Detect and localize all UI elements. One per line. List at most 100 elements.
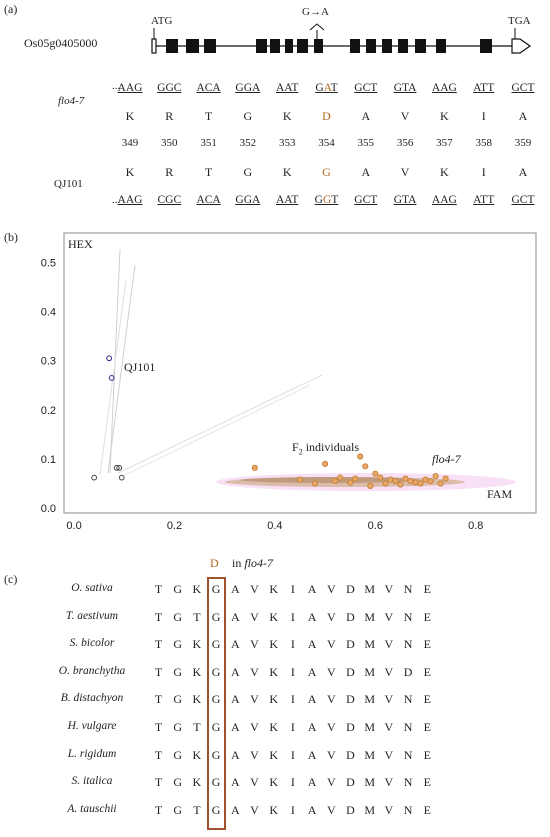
alignment-residue: V bbox=[250, 692, 259, 707]
alignment-residue: A bbox=[230, 775, 240, 790]
alignment-residue: D bbox=[346, 720, 355, 734]
alignment-residue: T bbox=[154, 720, 163, 734]
alignment-residue: A bbox=[230, 609, 240, 624]
exon-11 bbox=[382, 39, 392, 53]
qj101-point bbox=[106, 355, 113, 362]
flo4-7-point bbox=[427, 477, 434, 485]
genotyping-scatter-plot: 0.0 0.2 0.4 0.6 0.8 0.0 0.1 0.2 0.3 0.4 0.5 bbox=[41, 232, 537, 532]
alignment-residue: N bbox=[403, 692, 413, 707]
alignment-residue: T bbox=[154, 775, 163, 790]
species-name: A. tauschii bbox=[67, 802, 117, 815]
mutant-aa: A bbox=[361, 109, 371, 123]
species-name: H. vulgare bbox=[67, 720, 117, 732]
alignment-residue: M bbox=[364, 775, 376, 790]
alignment-residue: G bbox=[211, 582, 221, 596]
alignment-residue: E bbox=[423, 664, 431, 679]
f2-individuals-label: F2 individuals bbox=[292, 440, 359, 456]
alignment-residue: G bbox=[173, 692, 183, 707]
flo4-7-point bbox=[367, 482, 374, 490]
alignment-residue: K bbox=[269, 664, 279, 679]
flo4-7-point bbox=[432, 473, 439, 480]
stop-codon-label: TGA bbox=[508, 15, 531, 27]
exon-4 bbox=[256, 39, 267, 53]
f2-label-rest: individuals bbox=[302, 440, 360, 454]
wt-codon: ACA bbox=[196, 194, 221, 206]
alignment-residue: A bbox=[307, 775, 317, 790]
alignment-residue: M bbox=[364, 664, 376, 679]
y-tick-label: 0.0 bbox=[41, 503, 56, 515]
alignment-residue: V bbox=[384, 582, 394, 596]
alignment-residue: G bbox=[211, 720, 221, 734]
mutant-codon: AAG bbox=[431, 82, 457, 94]
alignment-residue: G bbox=[211, 609, 221, 624]
wt-codon: GCT bbox=[511, 194, 535, 206]
flo4-7-point bbox=[392, 477, 399, 485]
wt-codon: GCT bbox=[354, 194, 378, 206]
species-name: S. italica bbox=[71, 775, 113, 788]
residue-position: 358 bbox=[475, 137, 492, 149]
alignment-residue: D bbox=[346, 664, 355, 679]
alignment-residue: V bbox=[326, 609, 336, 624]
alignment-residue: V bbox=[384, 637, 394, 652]
flo4-7-point bbox=[337, 474, 344, 481]
residue-position: 352 bbox=[239, 137, 257, 149]
alignment-residue: E bbox=[423, 802, 431, 817]
alignment-residue: I bbox=[290, 692, 295, 707]
alignment-residue: V bbox=[326, 637, 336, 652]
exon-15 bbox=[480, 39, 492, 53]
exon-2 bbox=[186, 39, 199, 53]
alignment-residue: G bbox=[211, 692, 221, 707]
alignment-residue: K bbox=[192, 664, 202, 679]
alignment-residue: T bbox=[154, 609, 163, 624]
wt-codon: AAG bbox=[431, 194, 457, 206]
panel-b-label: (b) bbox=[4, 230, 18, 244]
flo4-7-point bbox=[417, 480, 424, 487]
mutation-caret bbox=[309, 23, 325, 31]
wt-aa: A bbox=[361, 165, 371, 179]
utr5-box bbox=[151, 38, 157, 54]
mutant-aa: R bbox=[165, 109, 174, 123]
wt-codon: AAG bbox=[117, 194, 143, 206]
alignment-residue: V bbox=[384, 609, 394, 624]
alignment-residue: K bbox=[192, 775, 202, 790]
alignment-residue: I bbox=[290, 802, 295, 817]
ellipsis-bottom: ... bbox=[112, 194, 121, 206]
alignment-residue: K bbox=[269, 582, 279, 596]
gene-structure-diagram bbox=[151, 23, 532, 54]
mutant-codon: GAT bbox=[307, 82, 347, 94]
alignment-residue: M bbox=[364, 747, 376, 762]
wt-codon: GGA bbox=[235, 194, 261, 206]
x-tick-label: 0.0 bbox=[66, 520, 81, 532]
flo4-7-point bbox=[332, 477, 339, 485]
alignment-residue: I bbox=[290, 609, 295, 624]
flo4-7-point bbox=[347, 479, 354, 486]
alignment-residue: K bbox=[192, 637, 202, 652]
wt-codon: AAT bbox=[276, 194, 299, 206]
alignment-residue: V bbox=[250, 775, 259, 790]
wt-codon: GTA bbox=[393, 194, 417, 206]
flo4-7-point bbox=[422, 476, 429, 483]
alignment-residue: V bbox=[326, 747, 336, 762]
residue-position: 351 bbox=[200, 137, 217, 149]
flo4-7-point bbox=[387, 476, 394, 483]
wt-aa: A bbox=[518, 165, 528, 179]
qj101-point bbox=[108, 375, 115, 381]
mutant-codon: GCT bbox=[354, 82, 378, 94]
mutant-name-c: flo4-7 bbox=[244, 556, 274, 570]
alignment-residue: G bbox=[173, 637, 183, 652]
species-name: O. branchytha bbox=[58, 664, 126, 677]
alignment-residue: V bbox=[384, 692, 394, 707]
residue-position: 355 bbox=[357, 137, 375, 149]
panel-a-label: (a) bbox=[4, 2, 18, 16]
mutant-codon-prefix: G bbox=[315, 82, 324, 94]
alignment-residue: A bbox=[230, 637, 240, 652]
wt-aa: R bbox=[165, 165, 174, 179]
alignment-residue: A bbox=[230, 664, 240, 679]
alignment-residue: V bbox=[384, 775, 394, 790]
y-tick-label: 0.2 bbox=[41, 405, 56, 417]
flo4-7-point bbox=[251, 464, 258, 471]
mutant-aa: V bbox=[400, 109, 410, 123]
alignment-residue: T bbox=[193, 609, 201, 624]
alignment-residue: D bbox=[346, 637, 355, 652]
hex-label: HEX bbox=[68, 237, 93, 251]
